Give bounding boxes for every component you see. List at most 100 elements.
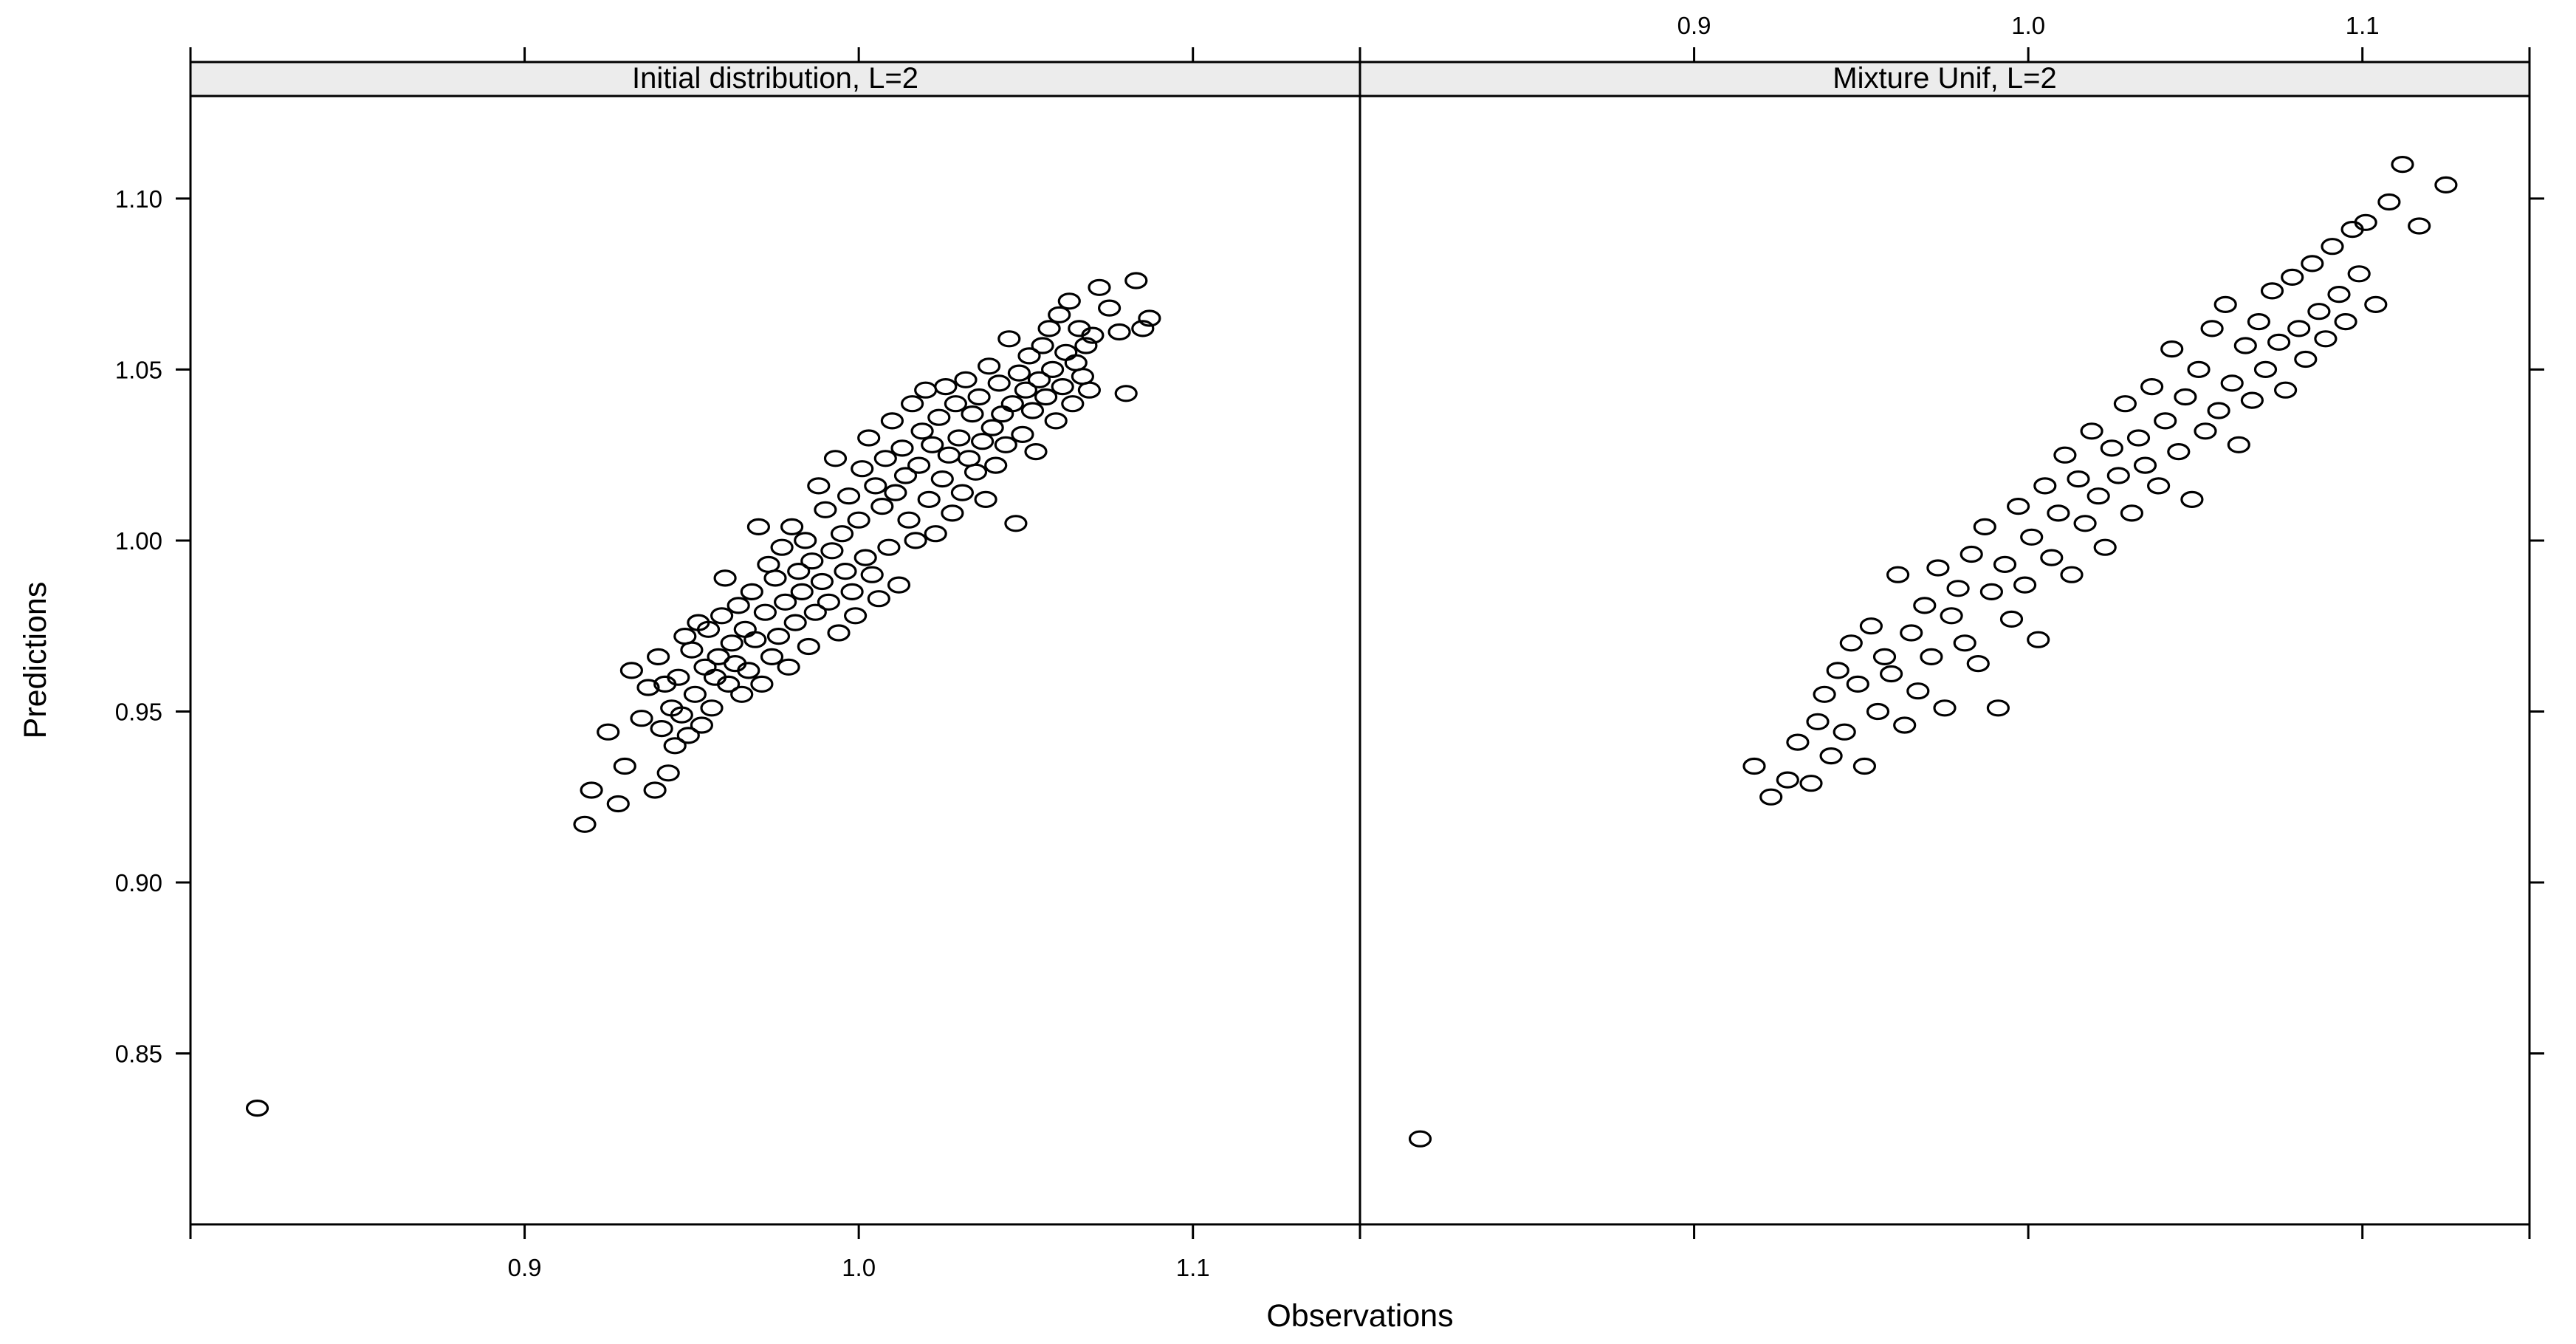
data-point xyxy=(2100,439,2123,457)
data-point xyxy=(1037,320,1061,337)
data-point xyxy=(897,511,921,529)
data-point xyxy=(2160,340,2184,358)
data-point xyxy=(1872,648,1897,666)
data-point xyxy=(2013,576,2037,594)
data-point xyxy=(650,719,673,738)
data-point xyxy=(864,477,887,495)
data-point xyxy=(1024,442,1048,461)
data-point xyxy=(2167,442,2191,461)
data-point xyxy=(2007,497,2030,515)
strip-header xyxy=(189,61,1361,97)
data-point xyxy=(877,538,901,556)
data-point xyxy=(780,518,804,536)
data-point xyxy=(2240,391,2264,409)
data-point xyxy=(814,501,837,518)
data-point xyxy=(914,381,938,399)
data-point xyxy=(1953,634,1976,652)
data-point xyxy=(573,815,597,833)
data-point xyxy=(1034,388,1058,406)
data-point xyxy=(1017,347,1041,365)
data-point xyxy=(2133,456,2157,474)
data-point xyxy=(807,477,831,495)
data-point xyxy=(2281,268,2304,286)
x-tick-label: 0.9 xyxy=(508,1254,542,1281)
data-point xyxy=(2140,377,2164,396)
data-point xyxy=(997,330,1021,348)
data-point xyxy=(1776,771,1799,789)
x-tick-label-top: 1.0 xyxy=(2011,12,2045,39)
data-point xyxy=(727,597,750,614)
data-point xyxy=(2334,313,2357,331)
panel-initial-distribution: Initial distribution, L=2 xyxy=(189,61,1361,1226)
data-point xyxy=(716,675,741,693)
data-point xyxy=(937,446,961,464)
data-point xyxy=(1048,306,1071,323)
data-point xyxy=(2147,477,2171,495)
data-point xyxy=(2126,429,2151,447)
data-point xyxy=(713,569,737,587)
data-point xyxy=(1926,559,1950,577)
panel-mixture-unif: Mixture Unif, L=2 xyxy=(1359,61,2531,1226)
data-point xyxy=(837,487,861,505)
data-point xyxy=(646,648,670,666)
data-point xyxy=(1960,545,1983,563)
data-point xyxy=(1000,395,1024,413)
data-point xyxy=(2067,470,2090,488)
data-point xyxy=(954,371,978,388)
data-point xyxy=(1759,788,1783,806)
data-point xyxy=(580,781,603,799)
data-point xyxy=(843,607,868,625)
data-point xyxy=(720,634,743,652)
data-point xyxy=(1011,425,1034,444)
data-point xyxy=(1742,757,1766,775)
data-point xyxy=(1893,716,1917,734)
data-point xyxy=(2093,538,2117,556)
data-point xyxy=(887,576,911,594)
data-point xyxy=(783,614,807,631)
data-point xyxy=(2267,333,2291,351)
data-point xyxy=(2207,402,2230,419)
data-point xyxy=(643,781,667,799)
data-point xyxy=(820,542,844,560)
data-point xyxy=(787,562,811,580)
data-point xyxy=(2033,477,2057,495)
data-point xyxy=(597,723,620,741)
data-point xyxy=(740,583,763,601)
data-point xyxy=(2354,213,2377,231)
data-point xyxy=(1107,323,1131,341)
data-point xyxy=(1846,675,1869,693)
data-point xyxy=(2314,330,2338,348)
data-point xyxy=(1999,610,2024,628)
data-point xyxy=(934,377,958,396)
data-point xyxy=(667,668,690,686)
data-point xyxy=(1826,662,1849,679)
data-point xyxy=(941,504,964,522)
data-point xyxy=(2260,282,2284,300)
data-point xyxy=(980,419,1004,436)
data-point xyxy=(2194,422,2217,440)
data-point xyxy=(1839,634,1863,652)
data-point xyxy=(2040,549,2064,566)
data-point xyxy=(907,456,931,474)
data-point xyxy=(880,412,904,430)
data-point xyxy=(700,699,724,717)
data-point xyxy=(1408,1130,1432,1148)
data-point xyxy=(1088,278,1111,296)
data-point xyxy=(950,484,975,501)
data-point xyxy=(763,569,787,587)
data-point xyxy=(1966,654,1990,673)
data-point xyxy=(2113,395,2137,413)
data-point xyxy=(2408,217,2431,235)
data-point xyxy=(630,710,653,727)
data-point xyxy=(817,593,841,611)
data-point xyxy=(917,490,941,509)
y-axis-title: Predictions xyxy=(18,582,53,739)
data-point xyxy=(904,532,927,549)
data-point xyxy=(1027,371,1051,388)
data-point xyxy=(1900,624,1923,642)
data-point xyxy=(873,450,897,467)
data-point xyxy=(1920,648,1943,666)
data-point xyxy=(857,429,881,447)
data-point xyxy=(2287,320,2311,337)
data-point xyxy=(1077,381,1102,399)
